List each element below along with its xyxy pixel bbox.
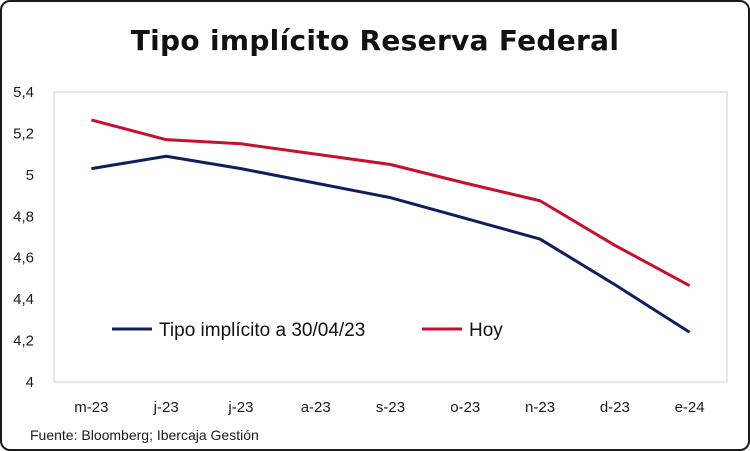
x-tick-label: n-23 xyxy=(525,399,555,416)
y-tick-label: 5,4 xyxy=(13,84,34,101)
x-tick-label: d-23 xyxy=(600,399,630,416)
x-tick-label: m-23 xyxy=(74,399,108,416)
series-line-2 xyxy=(91,118,691,287)
x-tick-label: o-23 xyxy=(450,399,480,416)
y-tick-label: 4,6 xyxy=(13,250,34,267)
legend-label-series-2: Hoy xyxy=(469,320,503,341)
y-tick-label: 4,4 xyxy=(13,291,34,308)
y-tick-label: 4,2 xyxy=(13,333,34,350)
source-note: Fuente: Bloomberg; Ibercaja Gestión xyxy=(30,427,259,443)
legend: Tipo implícito a 30/04/23 Hoy xyxy=(112,320,503,341)
x-tick-label: a-23 xyxy=(301,399,331,416)
y-tick-label: 5,2 xyxy=(13,125,34,142)
series-line-1 xyxy=(91,154,691,334)
x-axis-ticks: m-23 j-23 j-23 a-23 s-23 o-23 n-23 d-23 e-24 xyxy=(74,399,704,416)
y-tick-label: 4,8 xyxy=(13,208,34,225)
plot-area-border xyxy=(53,91,728,383)
series-lines xyxy=(91,118,691,334)
x-tick-label: j-23 xyxy=(227,399,253,416)
chart-title: Tipo implícito Reserva Federal xyxy=(130,24,620,57)
y-tick-label: 5 xyxy=(26,167,34,184)
legend-label-series-1: Tipo implícito a 30/04/23 xyxy=(159,320,365,341)
y-axis-ticks: 5,4 5,2 5 4,8 4,6 4,4 4,2 4 xyxy=(13,84,34,391)
x-tick-label: s-23 xyxy=(376,399,405,416)
y-tick-label: 4 xyxy=(26,374,34,391)
x-tick-label: j-23 xyxy=(153,399,179,416)
x-tick-label: e-24 xyxy=(675,399,705,416)
